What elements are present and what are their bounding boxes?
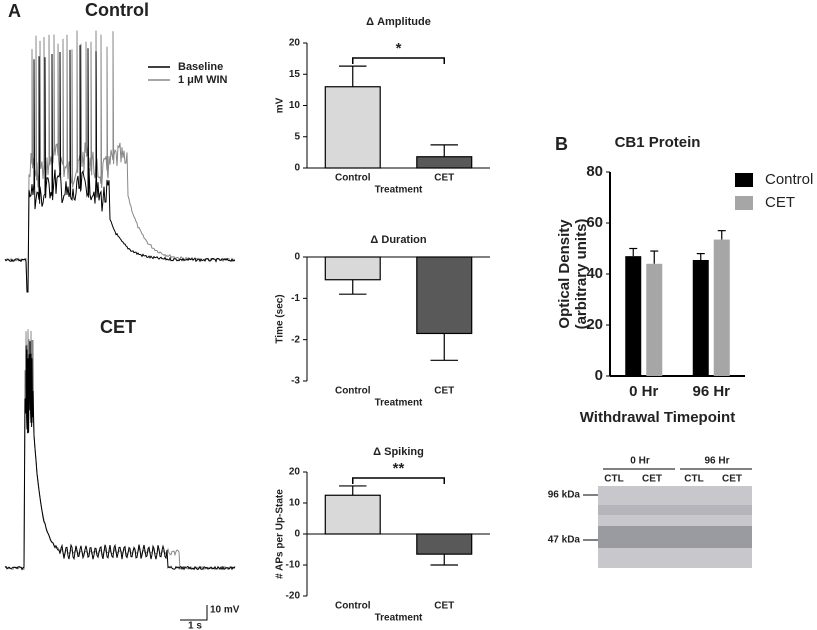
trace [4,341,236,571]
x-axis-label: Treatment [375,185,423,196]
x-tick-label: CET [434,173,454,184]
x-axis-label: Treatment [375,613,423,624]
y-tick-label: 20 [586,316,603,333]
trace [4,329,236,571]
traces [4,30,236,571]
x-tick-label: 96 Hr [692,383,730,400]
y-tick-label: -1 [291,293,300,304]
group-label: 0 Hr [630,456,650,467]
bar [692,259,709,376]
x-tick-label: Control [335,173,371,184]
y-axis-label: Optical Density [556,219,573,329]
y-tick-label: 10 [289,498,301,509]
x-tick-label: Control [335,386,371,397]
significance-bracket [352,477,445,484]
trace-title: CET [100,317,136,337]
scale-bar [180,605,208,621]
y-axis-label: Time (sec) [275,294,286,343]
marker-label: 47 kDa [548,535,581,546]
scale-label: 10 mV [210,605,240,616]
western-blot: 0 Hr 96 Hr CTL CET CTL CET 96 kDa 47 kDa [548,456,752,568]
blot-band [598,505,752,515]
y-tick-label: 60 [586,214,603,231]
bar [416,256,473,335]
bar [416,533,473,555]
x-tick-label: CET [434,601,454,612]
y-tick-label: 0 [294,529,300,540]
significance-label: ** [393,460,405,477]
legend-label: 1 μM WIN [178,74,228,86]
chart-title: Δ Duration [370,234,426,246]
legend-swatch [735,196,753,210]
x-axis-label: Withdrawal Timepoint [580,409,735,426]
significance-bracket [352,57,445,64]
legend-label: Baseline [178,61,223,73]
group-label: 96 Hr [704,456,729,467]
bar [646,263,663,376]
y-tick-label: -10 [286,560,301,571]
y-tick-label: -3 [291,376,300,387]
chart-title: Δ Spiking [373,446,424,458]
x-tick-label: CET [434,386,454,397]
bar [713,239,730,376]
x-tick-label: Control [335,601,371,612]
y-axis-label: mV [275,97,286,113]
y-axis-label: # APs per Up-State [275,489,286,579]
bar [416,156,473,169]
y-tick-label: 0 [294,252,300,263]
trace [4,45,236,293]
x-axis-label: Treatment [375,398,423,409]
blot-band [598,526,752,548]
panel-label: B [555,134,568,154]
y-tick-label: 5 [294,131,300,142]
bar [324,86,381,169]
y-tick-label: 80 [586,163,603,180]
y-axis-label: (arbitrary units) [573,219,590,330]
y-tick-label: 15 [289,69,301,80]
bar [625,256,642,376]
lane-label: CET [642,474,662,485]
y-tick-label: -20 [286,591,301,602]
y-tick-label: 0 [595,367,603,384]
y-tick-label: 20 [289,467,301,478]
marker-label: 96 kDa [548,490,581,501]
significance-label: * [396,40,402,57]
scale-label: 1 s [188,621,202,630]
bar [324,256,381,281]
y-tick-label: 10 [289,100,301,111]
y-tick-label: 20 [289,38,301,49]
y-tick-label: 0 [294,163,300,174]
legend-swatch [735,173,753,187]
x-tick-label: 0 Hr [629,383,658,400]
bar [324,494,381,535]
y-tick-label: 40 [586,265,603,282]
chart-title: CB1 Protein [615,134,701,151]
trace-title: Control [85,0,149,20]
lane-label: CTL [604,474,623,485]
chart-title: Δ Amplitude [366,16,431,28]
lane-label: CTL [684,474,703,485]
lane-label: CET [722,474,742,485]
y-tick-label: -2 [291,334,300,345]
panel-label: A [8,1,21,21]
trace [4,30,236,293]
legend-label: Control [765,171,813,188]
legend-label: CET [765,194,795,211]
